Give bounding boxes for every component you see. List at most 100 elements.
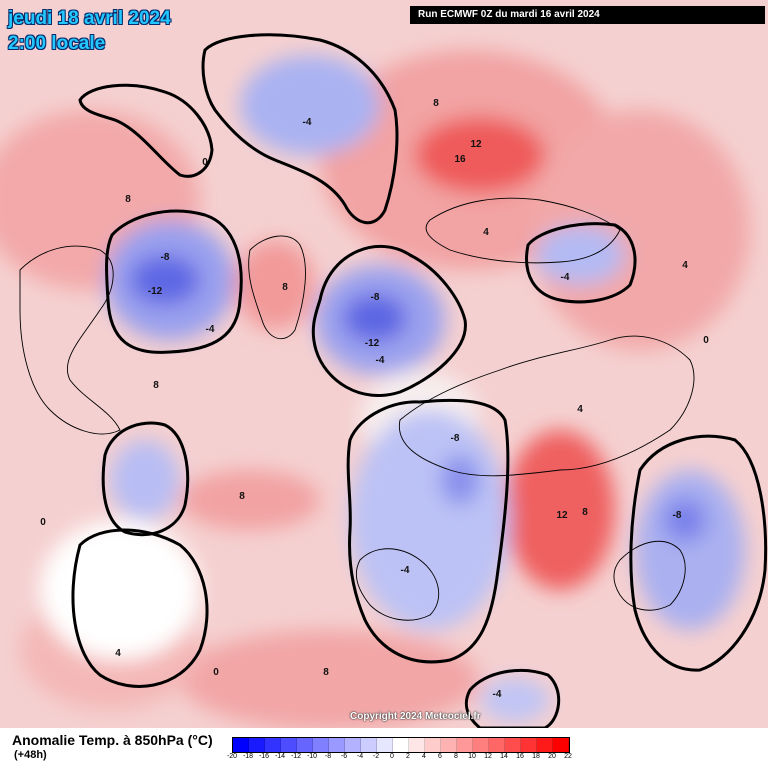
contour-label: 0 bbox=[213, 667, 219, 678]
colorbar-tick-label: -2 bbox=[372, 753, 380, 760]
variable-title: Anomalie Temp. à 850hPa (°C) bbox=[12, 732, 213, 748]
zero-contour-northwest bbox=[78, 83, 214, 178]
colorbar-tick-label: -12 bbox=[290, 753, 302, 760]
colorbar-cell bbox=[457, 738, 473, 752]
contour-label: 0 bbox=[40, 517, 46, 528]
colorbar-cell bbox=[345, 738, 361, 752]
cold-zone-south-bottom bbox=[480, 678, 550, 722]
colorbar-cell bbox=[313, 738, 329, 752]
contour-label: 4 bbox=[577, 404, 583, 415]
colorbar-cell bbox=[537, 738, 553, 752]
zero-contour-bottom bbox=[464, 668, 561, 728]
contour-label: -4 bbox=[401, 565, 410, 576]
forecast-local-time: 2:00 locale bbox=[8, 33, 106, 54]
contour-label: 12 bbox=[470, 139, 482, 150]
contour-label: -4 bbox=[493, 689, 502, 700]
zero-contour-canada bbox=[105, 209, 243, 354]
contour-label: -4 bbox=[303, 117, 312, 128]
zero-contour-southwest bbox=[101, 421, 190, 537]
warm-zone-south bbox=[180, 630, 480, 728]
contour-label: 4 bbox=[483, 227, 489, 238]
contour-label: 0 bbox=[703, 335, 709, 346]
temperature-anomaly-map: -12 -8 -4 -12 -8 -4 16 12 8 12 8 4 -8 -4… bbox=[0, 0, 768, 728]
zero-contour-pacific bbox=[71, 528, 209, 688]
colorbar-cell bbox=[249, 738, 265, 752]
colorbar-tick-label: 12 bbox=[484, 753, 492, 760]
warm-zone-north-atlantic bbox=[235, 240, 315, 330]
colorbar-cell bbox=[297, 738, 313, 752]
contour-label: -4 bbox=[561, 272, 570, 283]
contour-label: -12 bbox=[365, 338, 380, 349]
colorbar-cell bbox=[425, 738, 441, 752]
colorbar-cell bbox=[233, 738, 249, 752]
contour-label: 8 bbox=[153, 380, 159, 391]
contour-label: -12 bbox=[148, 286, 163, 297]
contour-label: 8 bbox=[433, 98, 439, 109]
colorbar-cell bbox=[473, 738, 489, 752]
colorbar-tick-label: -20 bbox=[226, 753, 238, 760]
colorbar-tick-label: -16 bbox=[258, 753, 270, 760]
colorbar-cell bbox=[377, 738, 393, 752]
model-run-info: Run ECMWF 0Z du mardi 16 avril 2024 bbox=[410, 6, 765, 24]
colorbar-tick-label: 6 bbox=[438, 753, 442, 760]
colorbar-cell bbox=[281, 738, 297, 752]
colorbar-tick-label: -8 bbox=[324, 753, 332, 760]
colorbar-tick-label: 22 bbox=[564, 753, 572, 760]
colorbar-tick-label: 2 bbox=[406, 753, 410, 760]
zero-contour-pole bbox=[311, 245, 467, 398]
colorbar-tick-label: 16 bbox=[516, 753, 524, 760]
contour-label: 4 bbox=[115, 648, 121, 659]
legend-bar: Anomalie Temp. à 850hPa (°C) (+48h) -20-… bbox=[0, 728, 768, 768]
contour-label: 8 bbox=[239, 491, 245, 502]
colorbar-cell bbox=[329, 738, 345, 752]
contour-label: 8 bbox=[323, 667, 329, 678]
warm-core-east-siberia bbox=[415, 117, 545, 193]
coastlines bbox=[19, 197, 695, 621]
zero-contour-europe bbox=[346, 398, 510, 664]
colorbar-tick-label: -6 bbox=[340, 753, 348, 760]
coastline-siberia bbox=[425, 197, 621, 264]
cold-zone-southwest bbox=[110, 440, 180, 520]
copyright-notice: Copyright 2024 Meteociel.fr bbox=[350, 711, 481, 722]
coastline-asia-east bbox=[613, 540, 686, 611]
colorbar-cell bbox=[265, 738, 281, 752]
colorbar-tick-label: 10 bbox=[468, 753, 476, 760]
contour-label: 16 bbox=[454, 154, 466, 165]
colorbar-tick-label: 0 bbox=[390, 753, 394, 760]
contour-label: -8 bbox=[451, 433, 460, 444]
neutral-zone-pacific bbox=[40, 520, 200, 660]
colorbar-tick-label: 14 bbox=[500, 753, 508, 760]
forecast-date: jeudi 18 avril 2024 bbox=[8, 8, 171, 29]
contour-label: -8 bbox=[371, 292, 380, 303]
colorbar-tick-label: 20 bbox=[548, 753, 556, 760]
colorbar-cell bbox=[553, 738, 569, 752]
coastline-north-america bbox=[19, 245, 121, 435]
contour-label: 8 bbox=[125, 194, 131, 205]
zero-contour-arctic bbox=[201, 33, 399, 225]
cold-zone-arctic-canada bbox=[240, 55, 380, 155]
cold-core-far-east bbox=[663, 498, 707, 542]
colorbar-tick-label: -14 bbox=[274, 753, 286, 760]
contour-label: -8 bbox=[673, 510, 682, 521]
cold-core-europe bbox=[440, 455, 480, 505]
warm-core-central-asia bbox=[505, 430, 615, 590]
colorbar-tick-label: 4 bbox=[422, 753, 426, 760]
contour-label: 4 bbox=[682, 260, 688, 271]
warm-zone-east bbox=[530, 110, 750, 350]
zero-contour-east bbox=[525, 222, 637, 304]
colorbar-cell bbox=[361, 738, 377, 752]
colorbar bbox=[232, 737, 570, 753]
contour-labels: -12 -8 -4 -12 -8 -4 16 12 8 12 8 4 -8 -4… bbox=[40, 98, 709, 700]
cold-core-pole bbox=[343, 294, 407, 342]
colorbar-cell bbox=[393, 738, 409, 752]
colorbar-tick-label: -10 bbox=[306, 753, 318, 760]
colorbar-tick-label: -18 bbox=[242, 753, 254, 760]
colorbar-labels: -20 -18 -16 -14 -12 -10 -8 -6 -4 -2 0 2 4 6 8 10 12 14 16 1… bbox=[227, 753, 572, 763]
colorbar-cell bbox=[505, 738, 521, 752]
colorbar-tick-label: 18 bbox=[532, 753, 540, 760]
colorbar-tick-label: 8 bbox=[454, 753, 458, 760]
contour-label: 8 bbox=[282, 282, 288, 293]
cold-zone-east bbox=[535, 225, 625, 285]
coastline-greenland bbox=[248, 235, 306, 340]
